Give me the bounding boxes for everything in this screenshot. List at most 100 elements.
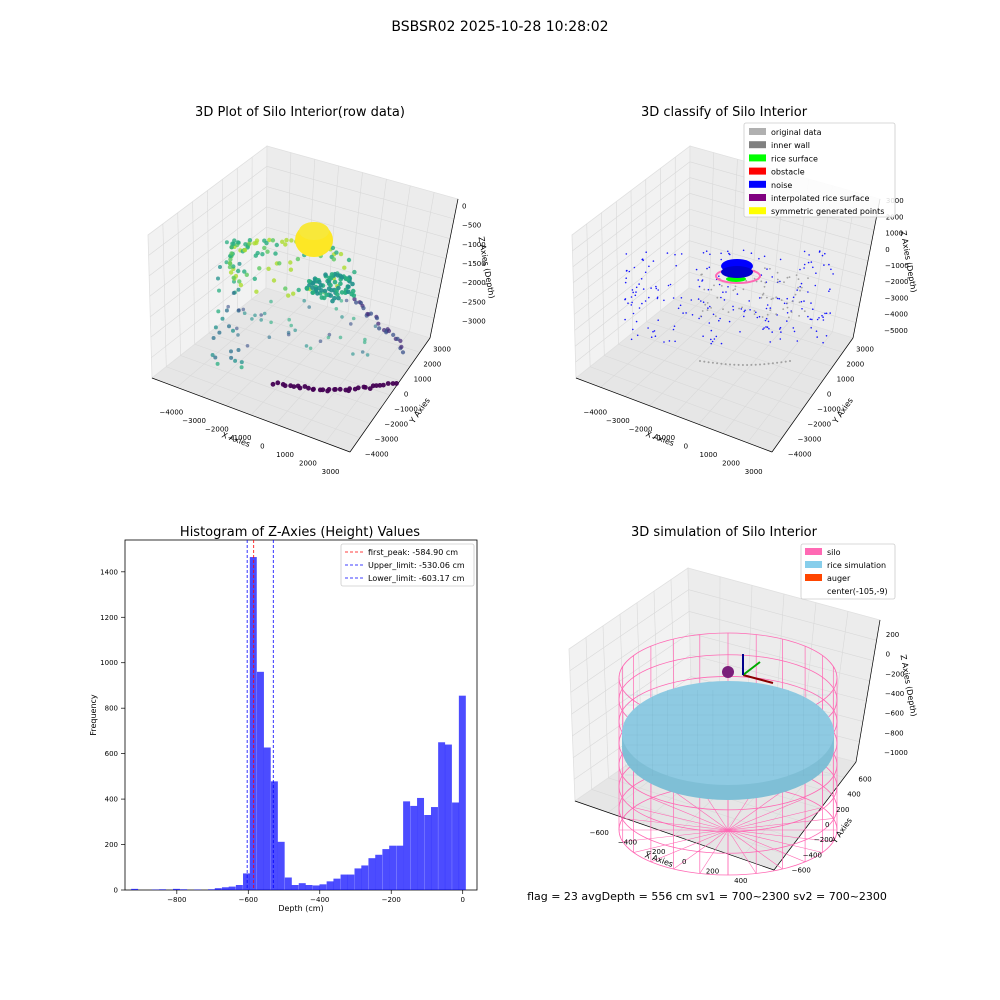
raw-point [213,355,218,360]
sim-auger [722,654,774,684]
cls-wall-point [795,274,798,276]
cls-noise-point [810,327,812,329]
raw-point [252,276,257,281]
raw-point [335,273,341,278]
cls-legend-swatch [749,194,766,201]
cls-point-cloud [624,249,834,366]
raw-z-tick-label: −1500 [462,260,486,268]
cls-noise-point [641,302,643,305]
grid-line [574,240,690,331]
sim-z-tick-label: −1000 [884,749,908,757]
status-footer: flag = 23 avgDepth = 556 cm sv1 = 700~23… [527,890,887,903]
hist-bar [417,797,425,890]
cls-noise-point [765,307,768,310]
cls-noise-point [718,275,720,278]
raw-grid [148,152,455,443]
cls-noise-point [829,288,831,291]
raw-point [270,381,276,387]
raw-point [319,288,324,293]
cls-noise-point [641,258,644,261]
cls-noise-point [766,268,768,270]
raw-point [338,251,344,257]
raw-y-tick-label: 3000 [433,346,451,354]
cls-noise-point [742,249,745,252]
cls-noise-point [786,297,788,300]
cls-wall-point [769,309,772,312]
grid-line [192,201,196,345]
raw-point [239,365,244,370]
cls-wall-point [772,297,774,300]
cls-wall-point [786,302,789,305]
cls-z-axis [852,198,881,339]
raw-point [289,323,294,328]
cls-noise-point [638,283,640,285]
cls-wall-point [761,294,764,296]
cls-noise-point [829,312,831,314]
grid-line [590,366,783,439]
raw-point [328,275,334,281]
cls-wall-point [742,288,745,291]
cls-noise-point [727,250,729,253]
sim-y-ticks: −600 −400 −200 0 200 400 600 [792,776,872,875]
raw-z-tick-label: 0 [462,203,466,211]
raw-point [286,330,291,335]
raw-point [306,279,312,284]
cls-wall-point [788,276,791,278]
raw-y-tick-label: 2000 [423,361,441,369]
hist-bar [235,885,243,890]
cls-noise-point [635,286,638,289]
raw-point [216,276,220,281]
hist-legend-label: first_peak: -584.90 cm [368,548,458,557]
sim-z-label: Z Axies (Depth) [899,654,919,717]
sim-x-tick-label: 200 [706,868,719,876]
cls-noise-point [816,336,818,338]
raw-point [304,286,310,291]
cls-x-tick-label: 2000 [722,459,740,467]
hist-bar [228,886,236,890]
cls-noise-point [652,330,654,333]
cls-grid [572,152,878,443]
raw-point [381,382,386,388]
cls-wall-point [703,288,706,291]
raw-point [374,383,379,388]
grid-line [286,152,292,295]
cls-wall-point [798,315,800,317]
cls-noise-point [634,294,637,297]
cls-noise-point [824,312,826,315]
raw-point [286,293,291,298]
raw-point [297,385,303,391]
grid-line [180,355,371,424]
raw-z-tick-label: −500 [462,222,481,230]
grid-line [689,611,874,661]
cls-noise-point [655,285,657,288]
raw-point [288,260,293,265]
cls-noise-point [667,284,670,287]
cls-wall-point [706,302,709,304]
grid-line [208,332,391,396]
cls-wall-point [803,310,806,313]
cls-noise-point [632,291,634,294]
cls-noise-point [727,286,729,288]
cls-z-tick-label: 2000 [886,213,904,221]
cls-noise-point [779,258,782,261]
hist-y-tick-label: 1200 [100,614,118,622]
sim-x-tick-label: −400 [618,839,637,847]
grid-line [266,186,451,240]
cls-legend-label: inner wall [771,141,810,150]
cls-noise-point [656,297,659,300]
cls-noise-point [708,266,711,269]
cls-legend-swatch [749,167,766,175]
hist-bar [291,885,299,890]
raw-point [339,290,345,295]
cls-noise-point [697,279,699,281]
cls-z-tick-label: −3000 [885,294,909,302]
raw-z-tick-label: −1000 [462,241,486,249]
raw-x-axis [151,377,351,453]
raw-x-tick-label: 0 [260,442,264,450]
grid-line [574,256,690,347]
cls-noise-point [816,318,819,321]
figure-title: BSBSR02 2025-10-28 10:28:02 [391,19,608,35]
raw-point [318,339,323,344]
cls-wall-point [786,276,789,279]
cls-noise-point [632,312,635,315]
